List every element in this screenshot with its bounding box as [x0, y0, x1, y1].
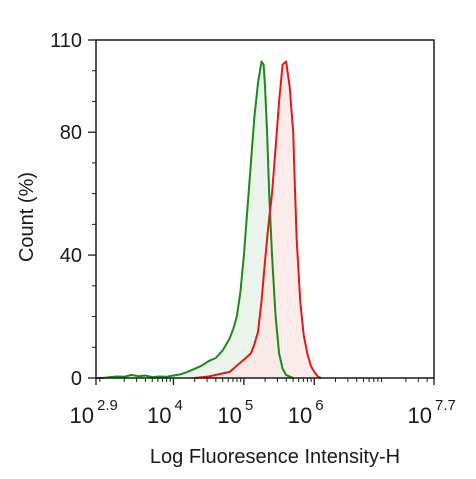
x-tick-label-3: 10 6	[288, 397, 324, 428]
x-tick-exponent: 5	[245, 397, 253, 414]
y-tick-label-0: 0	[71, 368, 82, 390]
y-axis-label: Count (%)	[16, 172, 38, 262]
x-tick-base: 10	[408, 403, 432, 428]
x-tick-base: 10	[217, 403, 241, 428]
y-axis-ticks	[88, 39, 96, 379]
y-tick-label-2: 80	[60, 122, 82, 144]
series-areas	[96, 61, 322, 378]
x-tick-label-4: 10 7.7	[408, 397, 456, 428]
y-tick-label-1: 40	[60, 245, 82, 267]
x-tick-exponent: 2.9	[97, 397, 118, 414]
x-tick-base: 10	[288, 403, 312, 428]
x-axis-ticks	[95, 378, 435, 385]
y-tick-label-3: 110	[50, 30, 82, 52]
x-tick-exponent: 6	[315, 397, 323, 414]
x-tick-exponent: 4	[174, 397, 182, 414]
x-tick-base: 10	[70, 403, 94, 428]
series-1-area	[194, 61, 322, 378]
series-0-line	[96, 60, 294, 379]
x-axis-label: Log Fluoresence Intensity-H	[150, 446, 400, 468]
x-tick-label-1: 10 4	[147, 397, 183, 428]
x-axis-tick-labels: 10 2.9 10 4 10 5 10 6 10 7.7	[70, 397, 456, 428]
x-tick-label-2: 10 5	[217, 397, 253, 428]
series-lines	[96, 60, 322, 379]
x-tick-base: 10	[147, 403, 171, 428]
y-axis-tick-labels: 0 40 80 110	[50, 30, 82, 390]
series-1-line	[194, 60, 322, 379]
x-tick-exponent: 7.7	[435, 397, 456, 414]
x-tick-label-0: 10 2.9	[70, 397, 118, 428]
series-0-area	[96, 61, 294, 378]
